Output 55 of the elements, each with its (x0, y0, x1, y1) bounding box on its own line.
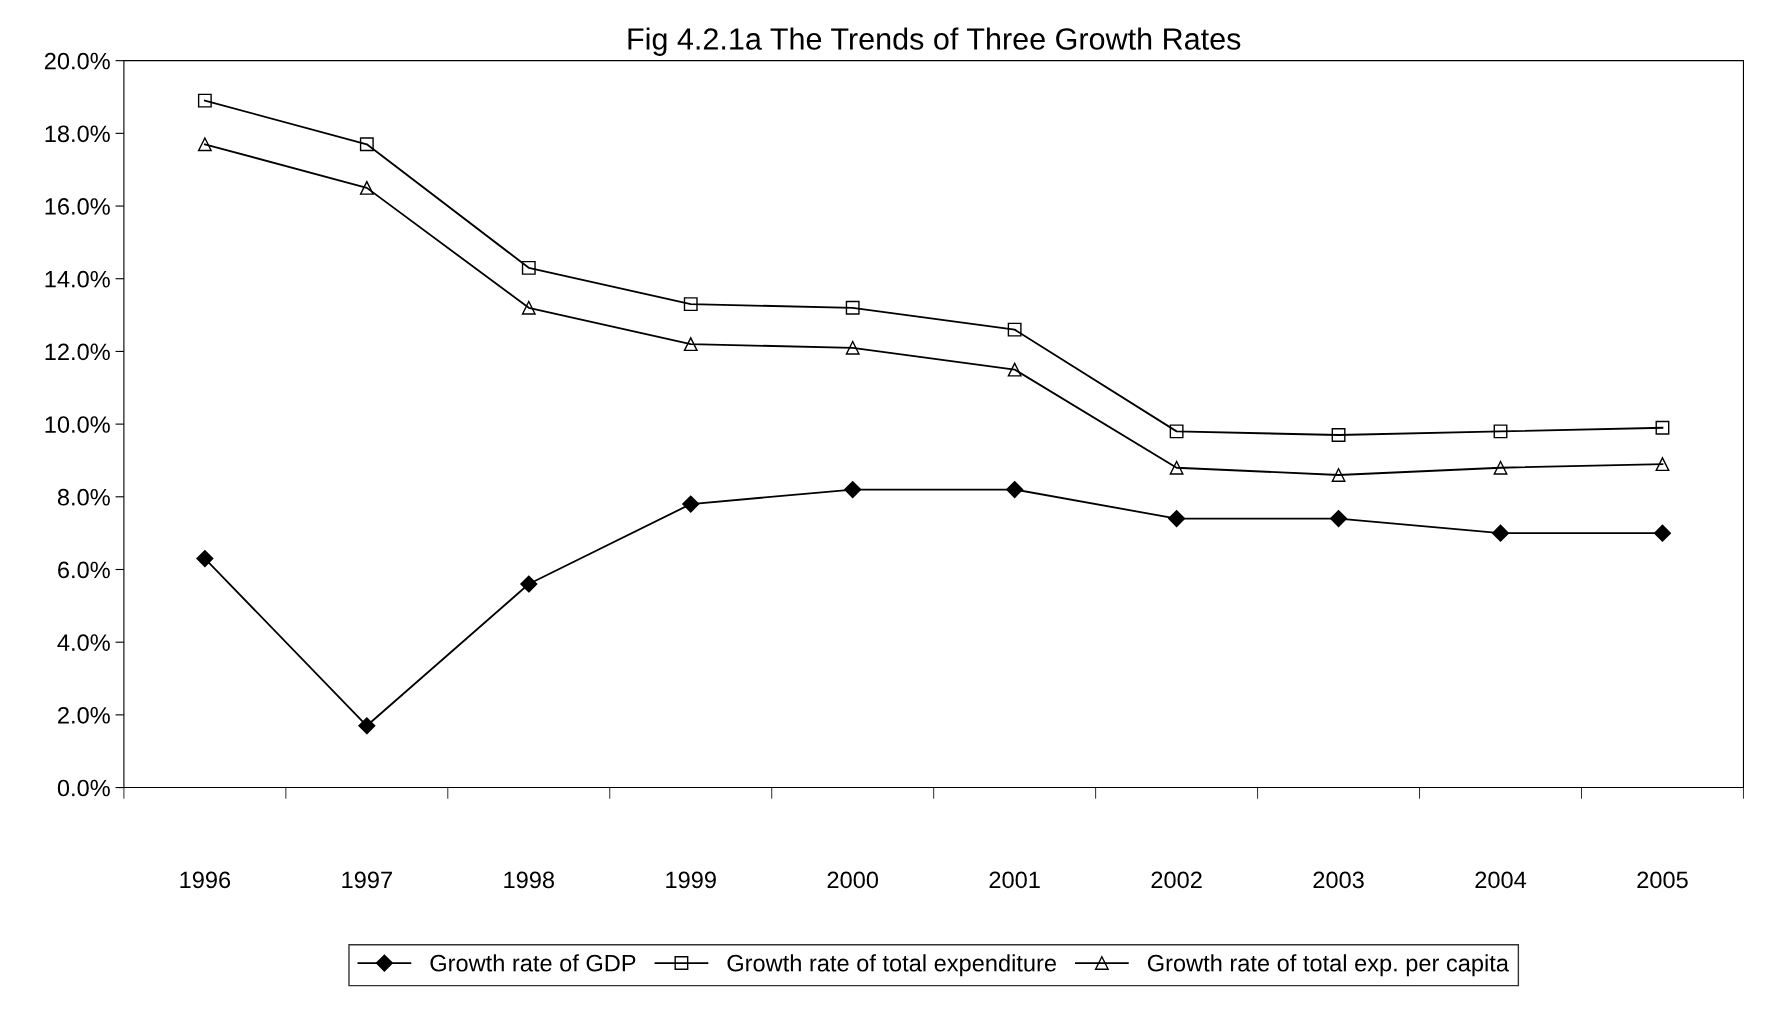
x-tick-label: 2000 (827, 871, 879, 889)
x-tick-label: 1996 (180, 871, 231, 889)
point (1331, 428, 1346, 442)
point (1169, 460, 1184, 475)
point (845, 300, 860, 315)
x-tick-label: 1999 (666, 871, 716, 889)
legend-label: Growth rate of total exp. per capita (1147, 954, 1509, 977)
point (845, 340, 860, 355)
y-tick-label: 18.0% (45, 125, 110, 143)
point (520, 575, 538, 593)
point (358, 717, 376, 735)
point (1168, 510, 1186, 528)
chart-title: Fig 4.2.1a The Trends of Three Growth Rates (628, 27, 1241, 56)
point (521, 260, 536, 275)
y-tick-label: 8.0% (57, 488, 110, 506)
legend-label: Growth rate of GDP (430, 954, 636, 972)
point (1493, 424, 1508, 439)
point (1169, 424, 1184, 439)
y-tick-label: 0.0% (57, 779, 110, 797)
x-tick-label: 2003 (1313, 871, 1364, 889)
y-tick-label: 20.0% (44, 52, 110, 70)
point (1655, 420, 1670, 435)
y-tick-label: 14.0% (45, 270, 110, 288)
point (1006, 480, 1024, 499)
point (1491, 524, 1510, 542)
x-tick-label: 2005 (1637, 871, 1688, 889)
y-tick-label: 4.0% (57, 634, 110, 651)
point (683, 337, 698, 352)
point (359, 137, 374, 152)
point (1330, 510, 1348, 528)
y-tick-label: 6.0% (58, 561, 110, 579)
point (197, 137, 212, 152)
point (683, 297, 698, 312)
point (682, 495, 700, 513)
point (1007, 322, 1022, 337)
legend-label: Growth rate of total expenditure (727, 954, 1056, 977)
point (1493, 460, 1508, 475)
point (1653, 524, 1672, 542)
point (197, 93, 212, 108)
point (196, 550, 214, 568)
x-tick-label: 1998 (504, 871, 555, 889)
point (359, 180, 374, 195)
y-tick-label: 16.0% (45, 198, 110, 215)
y-tick-label: 12.0% (45, 343, 110, 361)
x-tick-label: 2004 (1475, 871, 1527, 889)
point (521, 300, 536, 315)
x-tick-label: 1997 (342, 871, 392, 889)
x-tick-label: 2001 (989, 871, 1040, 889)
point (1007, 362, 1022, 377)
point (1331, 468, 1346, 482)
y-tick-label: 10.0% (45, 416, 110, 433)
x-tick-label: 2002 (1151, 871, 1202, 889)
point (844, 480, 862, 499)
y-tick-label: 2.0% (58, 706, 110, 724)
point (1655, 457, 1670, 472)
